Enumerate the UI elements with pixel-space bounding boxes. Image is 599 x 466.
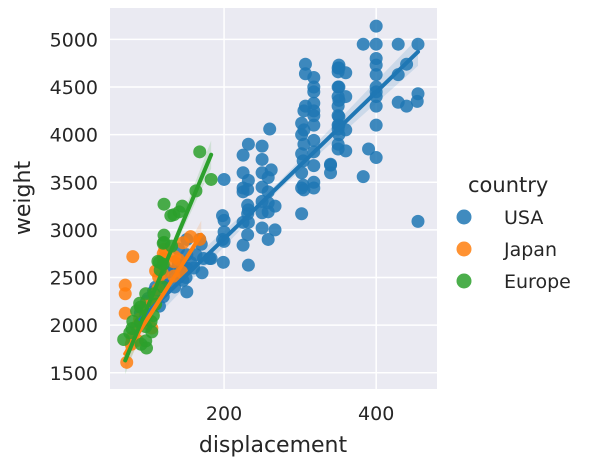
legend-label: Europe [504, 271, 571, 293]
data-point [298, 57, 312, 71]
y-tick-label: 3000 [50, 220, 98, 242]
data-point [241, 258, 255, 272]
plot-area [110, 8, 437, 389]
legend-marker [456, 273, 472, 289]
data-point [297, 137, 311, 151]
data-point [332, 80, 346, 94]
data-point [307, 133, 321, 147]
data-point [369, 118, 383, 132]
data-point [255, 221, 269, 235]
data-point [140, 341, 154, 355]
data-point [157, 228, 171, 242]
data-point [369, 68, 383, 82]
legend: country USA Japan Europe [456, 173, 571, 293]
y-tick-labels: 1500 2000 2500 3000 3500 4000 4500 5000 [50, 29, 98, 384]
scatter-points [117, 19, 425, 369]
data-point [339, 144, 353, 158]
data-point [268, 223, 282, 237]
y-axis-label: weight [11, 161, 36, 236]
data-point [204, 172, 218, 186]
legend-marker [456, 209, 472, 225]
data-point [369, 51, 383, 65]
data-point [307, 118, 321, 132]
data-point [356, 37, 370, 51]
data-point [339, 90, 353, 104]
y-tick-label: 4500 [50, 77, 98, 99]
data-point [216, 255, 230, 269]
data-point [369, 19, 383, 33]
data-point [241, 173, 255, 187]
data-point [236, 238, 250, 252]
data-point [157, 197, 171, 211]
data-point [236, 148, 250, 162]
y-tick-label: 1500 [50, 363, 98, 385]
x-tick-label: 200 [206, 403, 242, 425]
data-point [339, 66, 353, 80]
data-point [369, 99, 383, 113]
y-tick-label: 4000 [50, 125, 98, 147]
data-point [195, 266, 209, 280]
data-point [369, 37, 383, 51]
data-point [307, 181, 321, 195]
y-tick-label: 2500 [50, 268, 98, 290]
data-point [180, 285, 194, 299]
data-point [307, 71, 321, 85]
data-point [369, 151, 383, 165]
data-point [411, 214, 425, 228]
data-point [295, 207, 309, 221]
data-point [216, 209, 230, 223]
data-point [264, 163, 278, 177]
data-point [307, 80, 321, 94]
data-point [332, 110, 346, 124]
y-tick-label: 3500 [50, 172, 98, 194]
data-point [324, 157, 338, 171]
data-point [193, 145, 207, 159]
data-point [255, 139, 269, 153]
data-point [297, 123, 311, 137]
data-point [120, 355, 134, 369]
data-point [217, 172, 231, 186]
regression-line [138, 49, 420, 322]
data-point [241, 137, 255, 151]
y-tick-label: 2000 [50, 315, 98, 337]
data-point [255, 152, 269, 166]
data-point [356, 170, 370, 184]
data-point [145, 325, 159, 339]
data-point [297, 183, 311, 197]
data-point [307, 96, 321, 110]
data-point [307, 159, 321, 173]
legend-marker [456, 241, 472, 257]
data-point [118, 306, 132, 320]
regression-line [123, 152, 214, 363]
data-point [268, 199, 282, 213]
data-point [391, 37, 405, 51]
data-point [175, 199, 189, 213]
data-point [241, 228, 255, 242]
data-point [400, 99, 414, 113]
legend-label: USA [504, 207, 543, 229]
y-tick-label: 5000 [50, 29, 98, 51]
legend-title: country [468, 173, 548, 197]
data-point [411, 87, 425, 101]
legend-label: Japan [503, 239, 557, 261]
data-point [261, 232, 275, 246]
regression-lines [123, 49, 420, 363]
data-point [411, 37, 425, 51]
data-point [118, 278, 132, 292]
x-axis-label: displacement [199, 433, 348, 458]
data-point [126, 250, 140, 264]
x-tick-label: 400 [358, 403, 394, 425]
x-tick-labels: 200 400 [206, 403, 394, 425]
data-point [362, 142, 376, 156]
data-point [263, 122, 277, 136]
